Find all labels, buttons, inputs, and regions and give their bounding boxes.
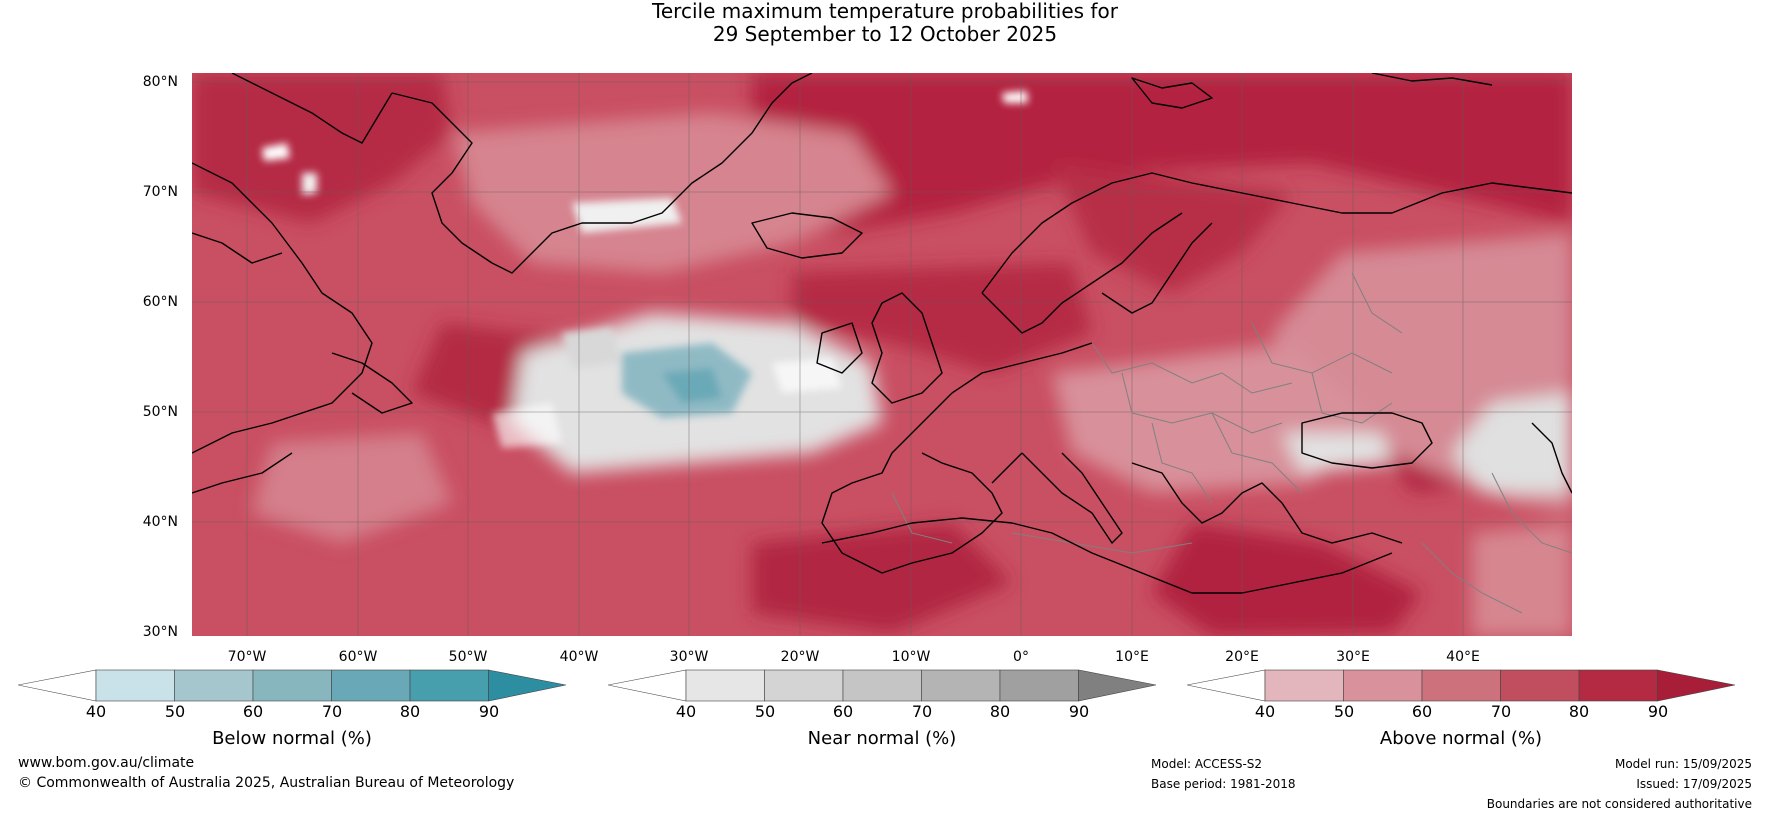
- canada-coast: [192, 162, 373, 454]
- cbar-near-arrow-left: [608, 669, 687, 702]
- map-svg: [192, 73, 1572, 636]
- lon-label-20e: 20°E: [1225, 649, 1259, 665]
- footer-base-period: Base period: 1981-2018: [1151, 777, 1296, 791]
- cbar-near-seg-5: [999, 669, 1079, 702]
- lon-label-20w: 20°W: [780, 649, 820, 665]
- cbar-near-seg-3: [842, 669, 922, 702]
- lon-label-50w: 50°W: [448, 649, 488, 665]
- ireland-coast: [816, 322, 863, 374]
- cbar-below-seg-4: [331, 669, 411, 702]
- map-title-line1: Tercile maximum temperature probabilitie…: [652, 0, 1118, 23]
- lon-label-0: 0°: [1013, 649, 1029, 665]
- iberia-coast: [821, 392, 1003, 574]
- cbar-above-tick-90: 90: [1647, 702, 1669, 721]
- cbar-above-arrow-left: [1187, 669, 1266, 702]
- cbar-above-tick-70: 70: [1490, 702, 1512, 721]
- cbar-near-tick-50: 50: [754, 702, 776, 721]
- lon-label-40e: 40°E: [1446, 649, 1480, 665]
- caspian-coast: [1531, 422, 1572, 494]
- map-title: Tercile maximum temperature probabilitie…: [0, 0, 1770, 46]
- cbar-near-tick-70: 70: [911, 702, 933, 721]
- greenland-coast: [391, 73, 813, 274]
- cbar-above-seg-2: [1343, 669, 1423, 702]
- cbar-below-tick-70: 70: [321, 702, 343, 721]
- coastlines: [192, 73, 1572, 594]
- cbar-below-tick-90: 90: [478, 702, 500, 721]
- colorbar-above-svg: [1187, 669, 1736, 702]
- cbar-below-arrow-left: [18, 669, 97, 702]
- cbar-below-tick-40: 40: [85, 702, 107, 721]
- lat-label-30n: 30°N: [142, 624, 178, 640]
- cbar-above-tick-60: 60: [1411, 702, 1433, 721]
- graticule: [192, 73, 1572, 636]
- lon-label-30w: 30°W: [669, 649, 709, 665]
- cbar-above-title: Above normal (%): [1379, 728, 1543, 749]
- cbar-above-seg-5: [1578, 669, 1658, 702]
- africa-coast: [821, 517, 1393, 594]
- cbar-below-seg-3: [252, 669, 332, 702]
- lat-label-80n: 80°N: [142, 74, 178, 90]
- lon-label-30e: 30°E: [1336, 649, 1370, 665]
- cbar-above-arrow-right: [1657, 669, 1736, 702]
- footer-disclaimer: Boundaries are not considered authoritat…: [1486, 797, 1752, 811]
- black-sea-coast: [1301, 412, 1433, 469]
- lon-label-70w: 70°W: [227, 649, 267, 665]
- iceland-coast: [751, 212, 863, 259]
- svalbard-coast: [1131, 77, 1213, 109]
- cbar-near-seg-2: [764, 669, 844, 702]
- cbar-above-tick-80: 80: [1568, 702, 1590, 721]
- country-borders: [891, 272, 1572, 614]
- footer-issued: Issued: 17/09/2025: [1636, 777, 1752, 791]
- cbar-below-title: Below normal (%): [212, 728, 372, 749]
- cbar-below-tick-50: 50: [164, 702, 186, 721]
- footer-copyright: © Commonwealth of Australia 2025, Austra…: [18, 775, 515, 791]
- italy-coast: [1021, 452, 1123, 544]
- cbar-near-arrow-right: [1078, 669, 1157, 702]
- cbar-near-title: Near normal (%): [807, 728, 957, 749]
- lat-label-60n: 60°N: [142, 294, 178, 310]
- cbar-below-arrow-right: [488, 669, 567, 702]
- britain-coast: [871, 292, 943, 404]
- map-title-line2: 29 September to 12 October 2025: [712, 22, 1058, 46]
- lon-label-10w: 10°W: [891, 649, 931, 665]
- probability-map: [192, 73, 1572, 636]
- colorbar-near-svg: [608, 669, 1157, 702]
- cbar-near-tick-80: 80: [989, 702, 1011, 721]
- cbar-near-tick-90: 90: [1068, 702, 1090, 721]
- cbar-below-tick-60: 60: [242, 702, 264, 721]
- lon-label-10e: 10°E: [1115, 649, 1149, 665]
- cbar-below-tick-80: 80: [399, 702, 421, 721]
- lat-label-50n: 50°N: [142, 404, 178, 420]
- cbar-below-seg-2: [174, 669, 254, 702]
- lat-label-40n: 40°N: [142, 514, 178, 530]
- cbar-below-seg-5: [409, 669, 489, 702]
- footer-model-run: Model run: 15/09/2025: [1614, 757, 1752, 771]
- cbar-above-tick-50: 50: [1333, 702, 1355, 721]
- lon-label-40w: 40°W: [559, 649, 599, 665]
- lon-label-60w: 60°W: [338, 649, 378, 665]
- cbar-above-seg-4: [1500, 669, 1580, 702]
- lat-label-70n: 70°N: [142, 184, 178, 200]
- cbar-above-tick-40: 40: [1254, 702, 1276, 721]
- cbar-below-seg-1: [95, 669, 175, 702]
- footer-website: www.bom.gov.au/climate: [18, 755, 195, 771]
- cbar-above-seg-1: [1264, 669, 1344, 702]
- cbar-near-tick-40: 40: [675, 702, 697, 721]
- colorbar-below-svg: [18, 669, 567, 702]
- scandinavia-coast: [981, 172, 1572, 294]
- cbar-near-seg-1: [685, 669, 765, 702]
- cbar-near-seg-4: [921, 669, 1001, 702]
- cbar-near-tick-60: 60: [832, 702, 854, 721]
- footer-model: Model: ACCESS-S2: [1151, 757, 1263, 771]
- cbar-above-seg-3: [1421, 669, 1501, 702]
